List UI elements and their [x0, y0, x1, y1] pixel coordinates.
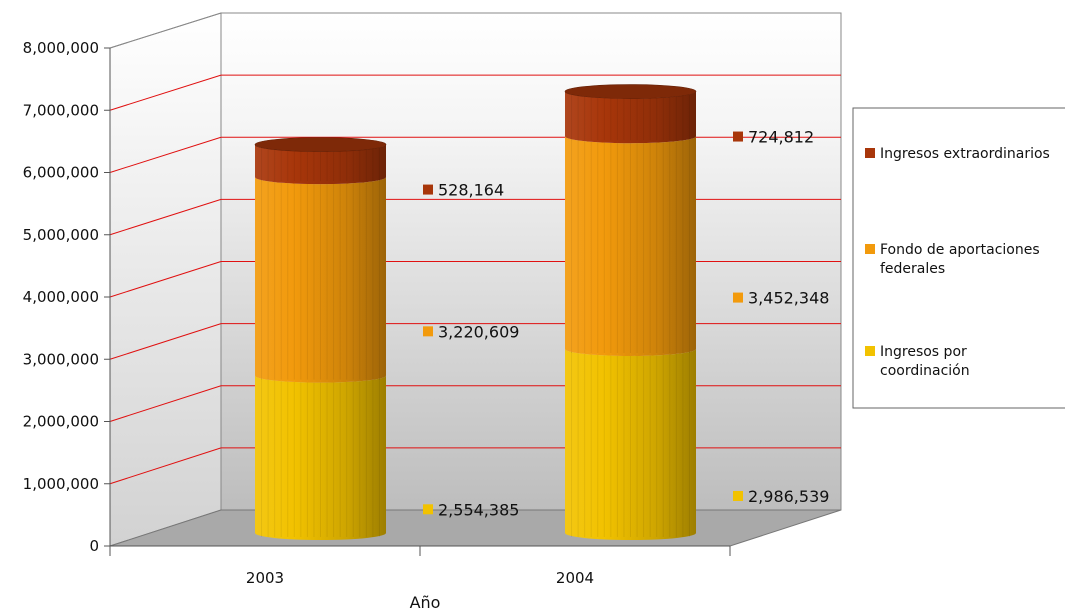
- data-labels: 2,554,385 3,220,609 528,164 2,986,539 3,452,…: [423, 128, 829, 519]
- legend-swatch: [865, 346, 875, 356]
- cylinder-top-cap: [564, 84, 697, 99]
- data-label-text: 528,164: [438, 181, 504, 200]
- y-tick-label: 7,000,000: [23, 101, 99, 119]
- x-tick-label: 2004: [556, 569, 594, 587]
- gridline: [109, 136, 222, 173]
- y-tick-label: 6,000,000: [23, 164, 99, 182]
- legend-swatch: [865, 244, 875, 254]
- cylinder-top-cap: [254, 137, 387, 152]
- legend-label: Ingresos por: [880, 344, 967, 360]
- y-tick-label: 0: [89, 537, 99, 555]
- x-axis-title: Año: [410, 593, 441, 611]
- data-label: 3,220,609: [423, 322, 519, 341]
- legend: Ingresos extraordinarios Fondo de aportac…: [852, 107, 1065, 409]
- legend-item: Ingresos por coordinación: [865, 344, 970, 379]
- cylinder-segment: [255, 177, 386, 383]
- data-label-text: 3,452,348: [748, 289, 829, 308]
- gridline: [109, 323, 222, 360]
- legend-box: [852, 107, 1065, 409]
- legend-label: Ingresos extraordinarios: [880, 146, 1050, 162]
- cylinder-segment: [255, 375, 386, 540]
- data-label: 3,452,348: [733, 289, 829, 308]
- cylinder-segment: [255, 144, 386, 185]
- cylinder-segment: [565, 136, 696, 356]
- y-tick-label: 1,000,000: [23, 475, 99, 493]
- gridline: [109, 447, 222, 485]
- x-axis-ticks: 2003 2004: [109, 546, 731, 587]
- gridline: [109, 261, 222, 298]
- data-label-marker: [423, 184, 433, 195]
- data-label-text: 724,812: [748, 128, 814, 147]
- gridline: [109, 198, 222, 236]
- cylinder-segment: [565, 348, 696, 540]
- y-axis-ticks: 0 1,000,000 2,000,000 3,000,000 4,000,000 5,0…: [23, 39, 110, 555]
- x-tick-label: 2003: [246, 569, 284, 587]
- cylinder-segment: [565, 91, 696, 144]
- gridline: [109, 385, 222, 422]
- y-tick-label: 8,000,000: [23, 39, 99, 57]
- legend-label: federales: [880, 261, 945, 277]
- gridline: [109, 12, 222, 49]
- gridline: [109, 74, 222, 111]
- legend-item: Ingresos extraordinarios: [865, 146, 1050, 162]
- y-tick-label: 4,000,000: [23, 288, 99, 306]
- y-tick-label: 5,000,000: [23, 226, 99, 244]
- cylinder-2003: [254, 137, 387, 540]
- data-label-marker: [733, 490, 743, 501]
- data-label-text: 3,220,609: [438, 322, 519, 341]
- legend-item: Fondo de aportaciones federales: [865, 242, 1040, 277]
- cylinder-2004: [564, 84, 697, 540]
- legend-label: coordinación: [880, 363, 970, 379]
- data-label-text: 2,554,385: [438, 500, 519, 519]
- y-tick-label: 3,000,000: [23, 350, 99, 368]
- data-label-marker: [733, 131, 743, 142]
- legend-swatch: [865, 148, 875, 158]
- data-label-text: 2,986,539: [748, 487, 829, 506]
- data-label-marker: [423, 326, 433, 337]
- data-label: 724,812: [733, 128, 814, 147]
- cylinders: [254, 84, 697, 540]
- data-label-marker: [423, 504, 433, 515]
- y-tick-label: 2,000,000: [23, 413, 99, 431]
- data-label: 2,986,539: [733, 487, 829, 506]
- data-label-marker: [733, 292, 743, 303]
- data-label: 2,554,385: [423, 500, 519, 519]
- legend-label: Fondo de aportaciones: [880, 242, 1040, 258]
- data-label: 528,164: [423, 181, 504, 200]
